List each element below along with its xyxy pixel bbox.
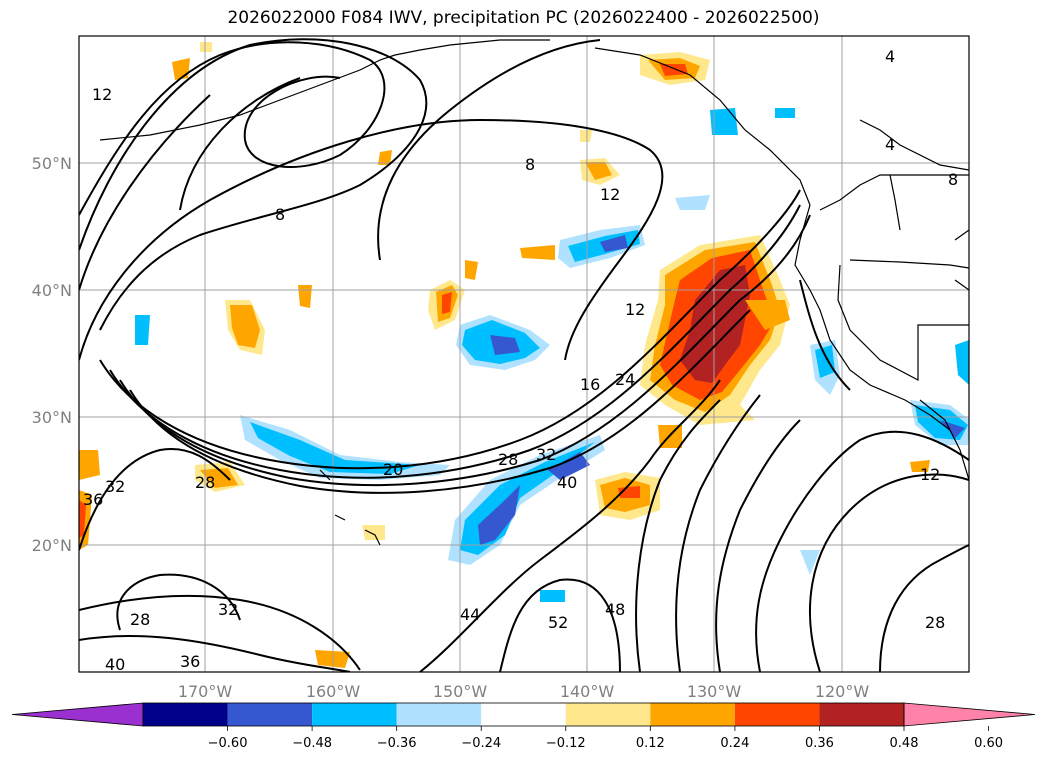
contour-label: 24 [615, 370, 635, 389]
colorbar-segment [734, 703, 820, 726]
colorbar-segment [143, 703, 228, 726]
colorbar-frame [142, 702, 905, 727]
longitude-labels: 170°W 160°W 150°W 140°W 130°W 120°W [178, 682, 870, 701]
contour-label: 32 [105, 477, 125, 496]
lat-label-50n: 50°N [32, 154, 72, 173]
iwv-contours [79, 38, 969, 672]
colorbar-tick-label: 0.48 [890, 736, 919, 751]
contour-label: 28 [130, 610, 150, 629]
contour-label: 28 [195, 473, 215, 492]
contour-label: 40 [557, 473, 577, 492]
colorbar-segment [227, 703, 313, 726]
colorbar-tick-label: −0.48 [292, 736, 332, 751]
lon-label-160w: 160°W [306, 682, 361, 701]
colorbar-tick-label: −0.36 [377, 736, 417, 751]
map-title: 2026022000 F084 IWV, precipitation PC (2… [227, 8, 820, 28]
colorbar-tick-label: 0.12 [636, 736, 665, 751]
colorbar-tick-label: 0.24 [720, 736, 749, 751]
contour-label: 36 [83, 490, 103, 509]
lat-label-30n: 30°N [32, 408, 72, 427]
lon-label-130w: 130°W [687, 682, 742, 701]
colorbar-segment [481, 703, 566, 726]
colorbar-segment [819, 703, 904, 726]
contour-label: 16 [580, 375, 600, 394]
contour-label: 12 [625, 300, 645, 319]
colorbar: −0.60 −0.48 −0.36 −0.24 −0.12 0.12 0.24 0.36 0.4… [11, 702, 1036, 751]
colorbar-segment [396, 703, 482, 726]
contour-label: 28 [925, 613, 945, 632]
colorbar-segment [565, 703, 651, 726]
contour-label: 8 [948, 170, 958, 189]
lat-label-20n: 20°N [32, 536, 72, 555]
colorbar-tick-label: 0.60 [974, 736, 1003, 751]
graticule [79, 36, 969, 672]
colorbar-extension-high [903, 702, 1036, 727]
lon-label-150w: 150°W [433, 682, 488, 701]
lat-label-40n: 40°N [32, 281, 72, 300]
contour-label: 12 [92, 85, 112, 104]
contour-label: 12 [920, 465, 940, 484]
contour-label: 44 [460, 605, 480, 624]
colorbar-segment [312, 703, 397, 726]
contour-label: 28 [498, 450, 518, 469]
contour-label: 8 [275, 205, 285, 224]
contour-label: 32 [536, 445, 556, 464]
colorbar-tick-label: 0.36 [805, 736, 834, 751]
colorbar-tick-label: −0.12 [546, 736, 586, 751]
contour-labels: 4 4 8 8 8 12 12 12 12 16 24 20 28 32 40 … [83, 47, 958, 674]
contour-label: 4 [885, 135, 895, 154]
contour-label: 40 [105, 655, 125, 674]
contour-label: 36 [180, 652, 200, 671]
map-frame [78, 35, 970, 673]
map-area[interactable]: 4 4 8 8 8 12 12 12 12 16 24 20 28 32 40 … [79, 36, 970, 674]
colorbar-tick-label: −0.60 [208, 736, 248, 751]
contour-label: 12 [600, 185, 620, 204]
contour-label: 52 [548, 613, 568, 632]
contour-label: 20 [383, 460, 403, 479]
contour-label: 32 [218, 600, 238, 619]
lon-label-170w: 170°W [178, 682, 233, 701]
colorbar-tick-label: −0.24 [461, 736, 501, 751]
lon-label-140w: 140°W [560, 682, 615, 701]
lon-label-120w: 120°W [815, 682, 870, 701]
colorbar-extension-low [11, 702, 144, 727]
colorbar-segment [650, 703, 735, 726]
contour-label: 4 [885, 47, 895, 66]
contour-label: 48 [605, 600, 625, 619]
latitude-labels: 50°N 40°N 30°N 20°N [32, 154, 72, 555]
contour-label: 8 [525, 155, 535, 174]
